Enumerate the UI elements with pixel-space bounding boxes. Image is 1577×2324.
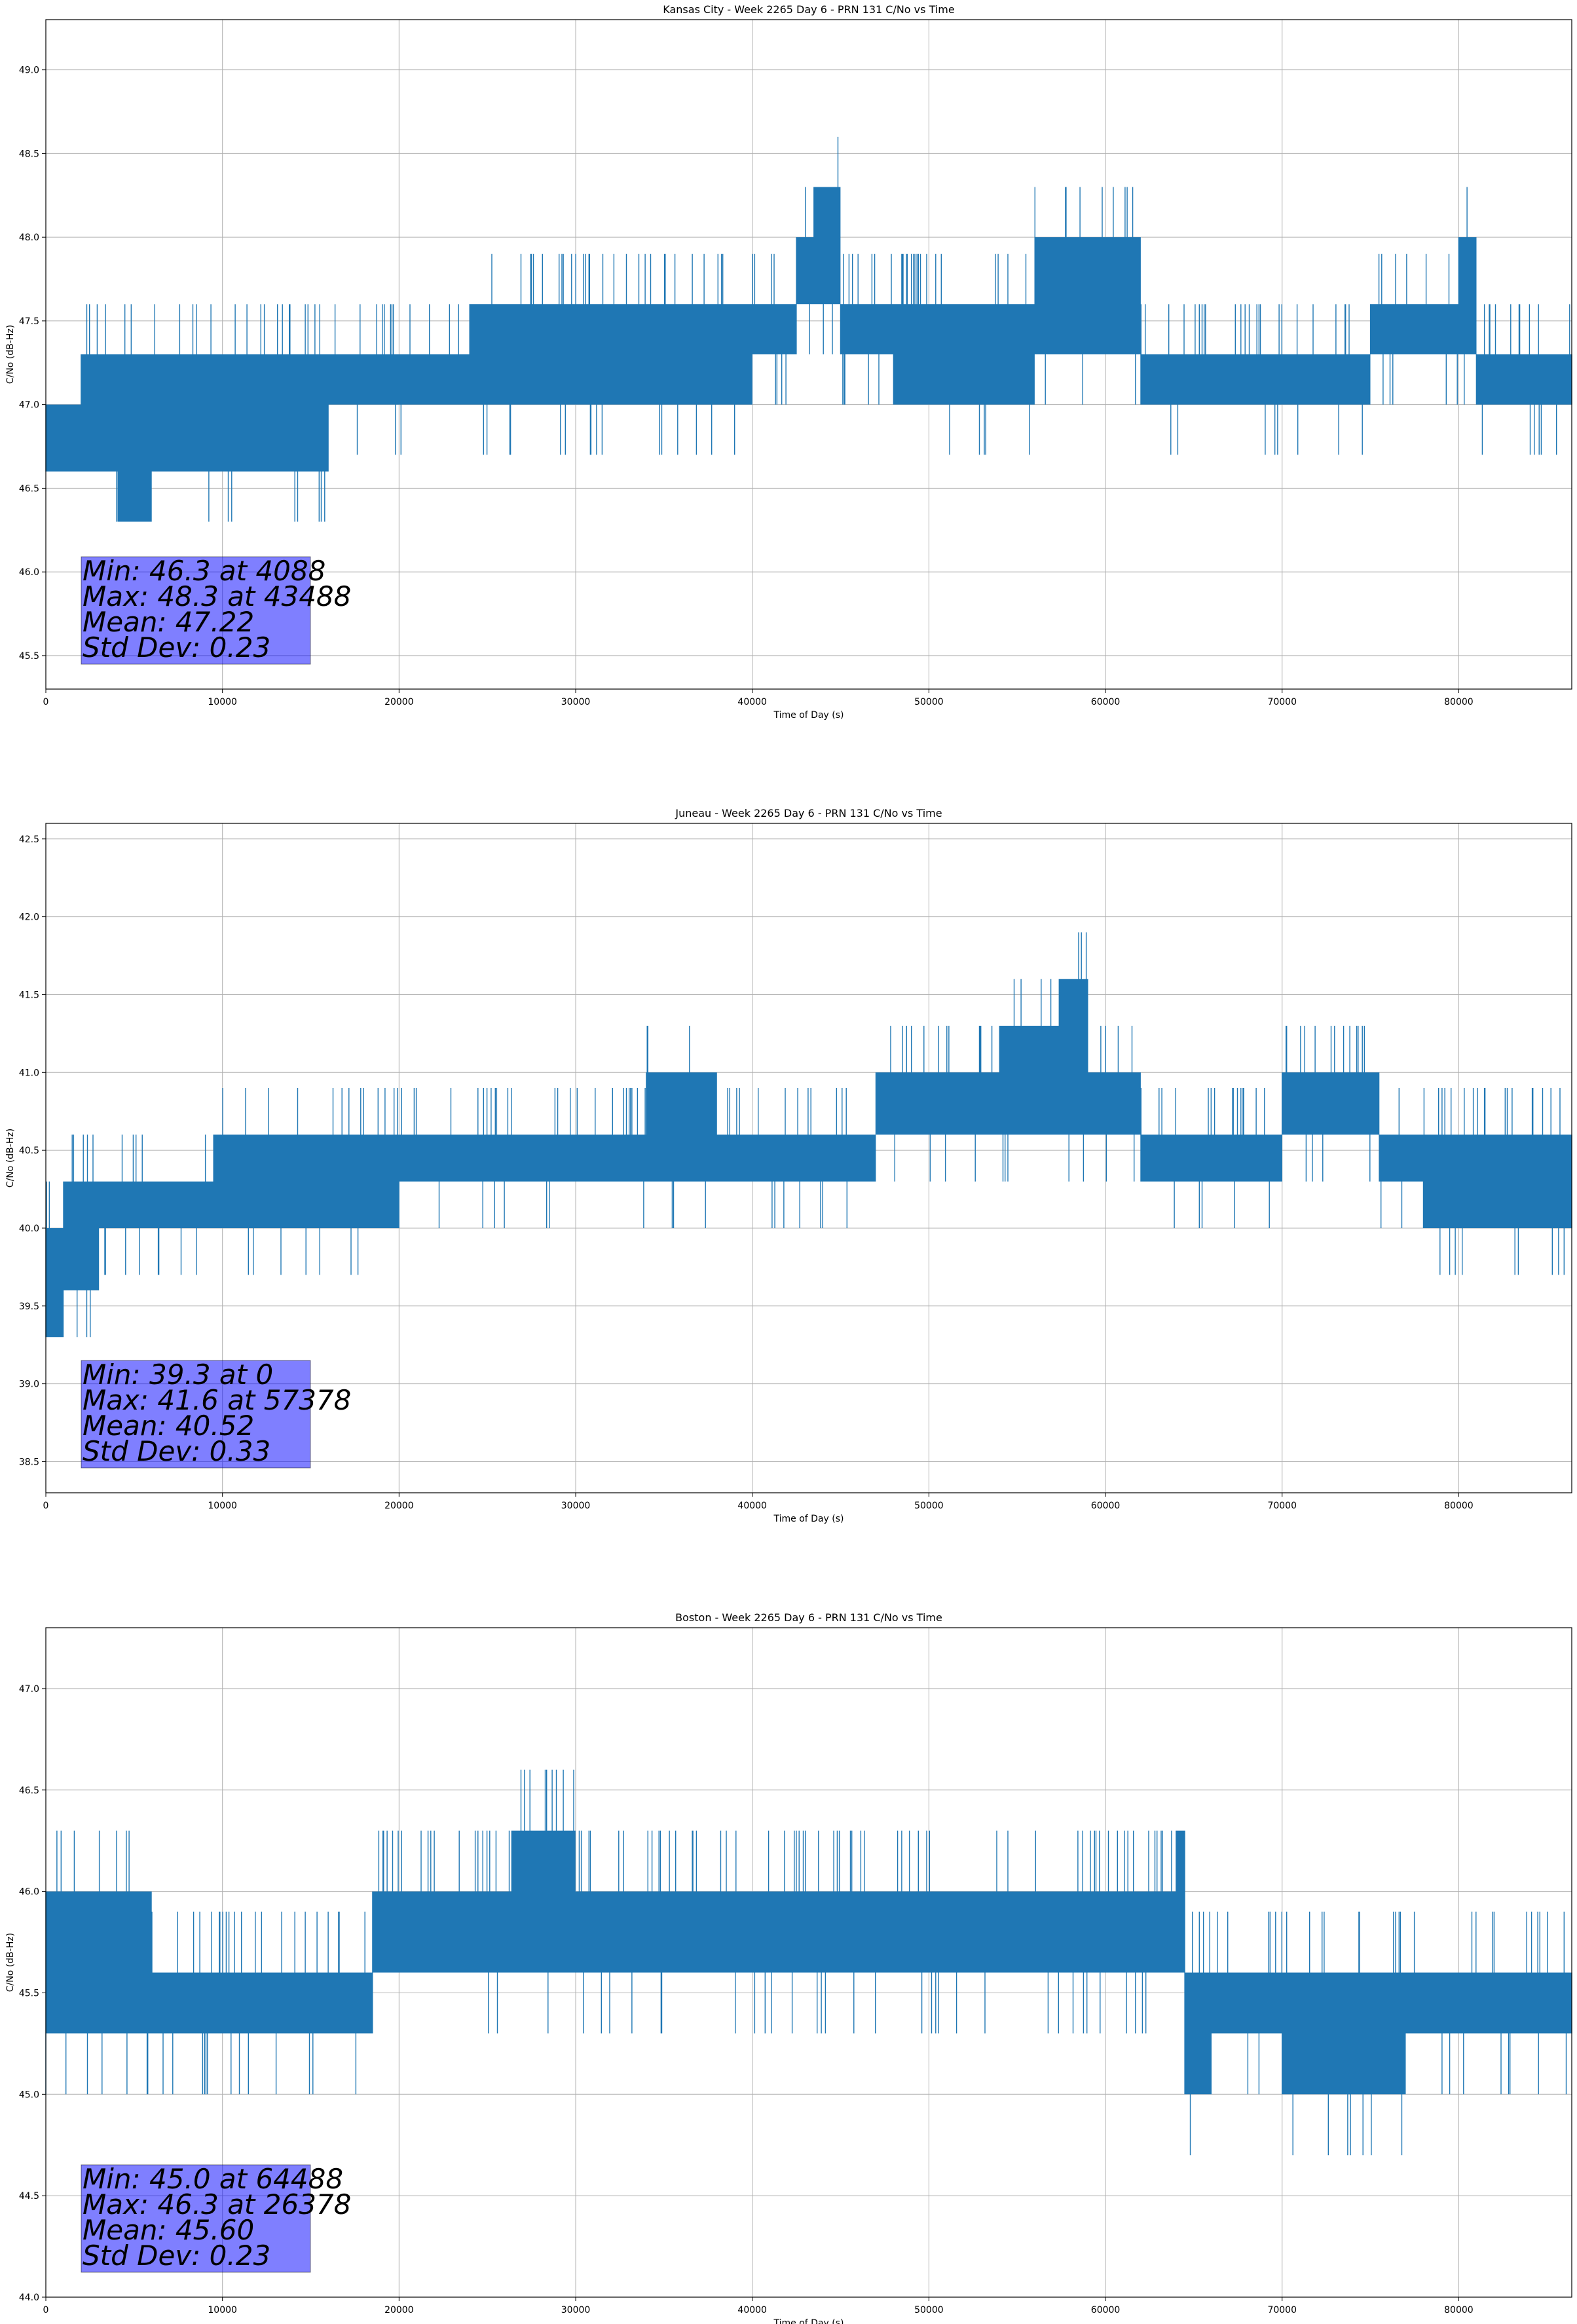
- stats-line: Min: 46.3 at 4088: [83, 555, 325, 587]
- x-tick-label: 50000: [914, 2305, 944, 2315]
- x-tick-label: 10000: [208, 2305, 237, 2315]
- x-tick-label: 20000: [384, 1501, 414, 1511]
- y-tick-label: 39.5: [19, 1302, 39, 1312]
- y-tick-label: 41.0: [19, 1068, 39, 1078]
- x-tick-label: 60000: [1091, 697, 1121, 707]
- y-tick-label: 44.5: [19, 2191, 39, 2202]
- x-tick-label: 80000: [1444, 697, 1474, 707]
- x-tick-label: 30000: [561, 2305, 591, 2315]
- y-tick-label: 40.5: [19, 1146, 39, 1156]
- y-tick-label: 49.0: [19, 66, 39, 76]
- y-tick-label: 46.0: [19, 567, 39, 578]
- y-axis-label: C/No (dB-Hz): [5, 1129, 16, 1188]
- stats-line: Std Dev: 0.23: [83, 2240, 270, 2272]
- x-tick-label: 70000: [1267, 697, 1297, 707]
- y-tick-label: 40.0: [19, 1224, 39, 1234]
- y-tick-label: 41.5: [19, 990, 39, 1000]
- y-tick-label: 48.0: [19, 233, 39, 243]
- chart-title: Boston - Week 2265 Day 6 - PRN 131 C/No …: [675, 1611, 942, 1624]
- stats-line: Mean: 40.52: [83, 1410, 254, 1442]
- x-tick-label: 20000: [384, 2305, 414, 2315]
- y-tick-label: 44.0: [19, 2293, 39, 2303]
- stats-line: Mean: 45.60: [83, 2214, 254, 2246]
- x-tick-label: 60000: [1091, 1501, 1121, 1511]
- y-tick-label: 45.5: [19, 1988, 39, 1998]
- x-axis-label: Time of Day (s): [773, 710, 844, 721]
- y-tick-label: 39.0: [19, 1379, 39, 1390]
- chart-title: Juneau - Week 2265 Day 6 - PRN 131 C/No …: [675, 807, 942, 819]
- cno-trace: [45, 136, 1572, 522]
- stats-line: Std Dev: 0.33: [83, 1435, 270, 1467]
- chart-panel-2: 0 10000 20000 30000 40000 50000 60000 70000 8000…: [5, 807, 1572, 1524]
- chart-panel-3: 0 10000 20000 30000 40000 50000 60000 70000 8000…: [5, 1611, 1572, 2324]
- x-tick-label: 40000: [737, 697, 767, 707]
- y-tick-label: 48.5: [19, 149, 39, 159]
- x-tick-label: 40000: [737, 2305, 767, 2315]
- y-tick-label: 47.0: [19, 400, 39, 411]
- series-line: [45, 1769, 1572, 2156]
- x-tick-label: 30000: [561, 697, 591, 707]
- x-tick-label: 10000: [208, 697, 237, 707]
- x-tick-label: 80000: [1444, 2305, 1474, 2315]
- axes-frame: [45, 1627, 1572, 2298]
- x-tick-label: 0: [43, 1501, 49, 1511]
- stats-box: [81, 2164, 311, 2273]
- y-tick-label: 38.5: [19, 1457, 39, 1467]
- x-tick-label: 0: [43, 2305, 49, 2315]
- y-tick-label: 45.5: [19, 651, 39, 662]
- y-tick-label: 46.5: [19, 1786, 39, 1796]
- axes-frame: [45, 823, 1572, 1493]
- y-axis-label: C/No (dB-Hz): [5, 325, 16, 384]
- stats-box: [81, 556, 311, 665]
- x-tick-label: 40000: [737, 1501, 767, 1511]
- stats-line: Max: 48.3 at 43488: [83, 580, 351, 612]
- series-line: [45, 932, 1572, 1338]
- y-tick-label: 47.0: [19, 1684, 39, 1695]
- chart-title: Kansas City - Week 2265 Day 6 - PRN 131 …: [663, 3, 954, 16]
- y-tick-label: 46.0: [19, 1887, 39, 1898]
- stats-line: Min: 39.3 at 0: [83, 1359, 273, 1391]
- axes-frame: [45, 19, 1572, 690]
- x-tick-label: 20000: [384, 697, 414, 707]
- y-axis-label: C/No (dB-Hz): [5, 1933, 16, 1992]
- x-tick-label: 70000: [1267, 1501, 1297, 1511]
- y-tick-label: 45.0: [19, 2090, 39, 2100]
- y-tick-label: 42.5: [19, 834, 39, 845]
- stats-line: Max: 41.6 at 57378: [83, 1384, 351, 1416]
- stats-line: Mean: 47.22: [83, 606, 254, 638]
- series-line: [45, 136, 1572, 522]
- cno-trace: [45, 932, 1572, 1338]
- chart-panel-1: 0 10000 20000 30000 40000 50000 60000 70000 8000…: [5, 3, 1572, 721]
- x-tick-label: 70000: [1267, 2305, 1297, 2315]
- x-tick-label: 80000: [1444, 1501, 1474, 1511]
- x-tick-label: 0: [43, 697, 49, 707]
- y-tick-label: 47.5: [19, 316, 39, 327]
- y-tick-label: 46.5: [19, 483, 39, 494]
- x-tick-label: 60000: [1091, 2305, 1121, 2315]
- x-axis-label: Time of Day (s): [773, 2318, 844, 2324]
- y-tick-label: 42.0: [19, 912, 39, 923]
- cno-trace: [45, 1769, 1572, 2156]
- x-tick-label: 10000: [208, 1501, 237, 1511]
- x-tick-label: 50000: [914, 697, 944, 707]
- x-tick-label: 30000: [561, 1501, 591, 1511]
- stats-line: Min: 45.0 at 64488: [83, 2163, 343, 2195]
- stats-line: Std Dev: 0.23: [83, 631, 270, 664]
- x-tick-label: 50000: [914, 1501, 944, 1511]
- stats-line: Max: 46.3 at 26378: [83, 2188, 351, 2221]
- x-axis-label: Time of Day (s): [773, 1514, 844, 1524]
- stats-box: [81, 1360, 311, 1469]
